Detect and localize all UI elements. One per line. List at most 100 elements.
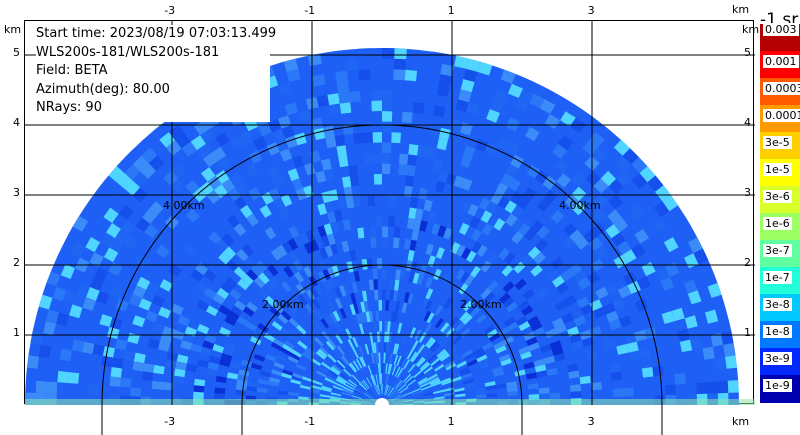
beta-cell <box>385 300 390 311</box>
beta-cell <box>345 382 356 390</box>
beta-cell <box>229 288 242 301</box>
beta-cell <box>576 296 590 309</box>
beta-cell <box>663 237 679 253</box>
beta-cell <box>378 352 381 364</box>
beta-cell <box>367 388 376 398</box>
beta-cell <box>411 352 419 363</box>
beta-cell <box>52 286 67 302</box>
beta-cell <box>705 309 719 324</box>
beta-cell <box>675 215 692 232</box>
beta-cell <box>517 300 530 312</box>
beta-cell <box>503 316 516 328</box>
beta-cell <box>215 238 229 252</box>
beta-cell <box>133 352 146 364</box>
beta-cell <box>221 178 236 193</box>
beta-cell <box>356 324 362 336</box>
beta-cell <box>551 317 565 329</box>
beta-cell <box>295 99 309 113</box>
beta-cell <box>305 346 316 356</box>
beta-cell <box>221 321 234 332</box>
nrays-text: NRays: 90 <box>36 100 102 115</box>
beta-cell <box>560 269 574 282</box>
legend-label: 0.003 <box>763 23 799 36</box>
field-text: Field: BETA <box>36 63 108 78</box>
y-tick-label-left: 5 <box>13 46 20 59</box>
beta-cell <box>409 239 417 251</box>
beta-cell <box>210 244 224 258</box>
beta-cell <box>320 387 332 393</box>
beta-cell <box>567 243 581 257</box>
beta-cell <box>250 362 263 371</box>
beta-cell <box>341 355 350 365</box>
beta-cell <box>249 281 262 293</box>
beta-cell <box>437 170 449 183</box>
beta-cell <box>394 366 401 377</box>
beta-cell <box>92 343 105 356</box>
beta-cell <box>364 322 370 334</box>
beta-cell <box>390 364 395 375</box>
beta-cell <box>448 346 459 356</box>
beta-cell <box>250 264 263 277</box>
start-time-text: Start time: 2023/08/19 07:03:13.499 <box>36 26 277 41</box>
beta-cell <box>631 173 648 189</box>
beta-cell <box>547 269 561 282</box>
beta-cell <box>106 326 120 339</box>
beta-cell <box>543 355 556 365</box>
beta-cell <box>123 234 139 250</box>
beta-cell <box>200 346 213 356</box>
beta-cell <box>193 385 205 393</box>
beta-cell <box>226 336 239 346</box>
beta-cell <box>587 359 600 369</box>
beta-cell <box>382 121 392 133</box>
beta-cell <box>345 59 359 71</box>
beta-cell <box>477 61 493 76</box>
beta-cell <box>464 274 475 287</box>
beta-cell <box>185 208 200 223</box>
legend-label: 3e-7 <box>763 244 792 257</box>
beta-cell <box>472 310 484 321</box>
beta-cell <box>425 243 434 256</box>
beta-cell <box>235 384 247 391</box>
beta-cell <box>373 289 379 301</box>
beta-cell <box>578 193 594 209</box>
beta-cell <box>456 360 467 369</box>
beta-cell <box>611 232 626 247</box>
beta-cell <box>520 351 532 360</box>
beta-cell <box>412 250 421 263</box>
beta-cell <box>506 301 518 313</box>
beta-cell <box>466 303 477 315</box>
beta-cell <box>376 363 379 374</box>
beta-cell <box>329 103 342 116</box>
beta-cell <box>297 142 310 156</box>
beta-cell <box>456 340 467 350</box>
beta-cell <box>514 98 530 113</box>
beta-cell <box>257 345 269 354</box>
beta-cell <box>278 350 290 359</box>
beta-cell <box>342 123 354 135</box>
beta-cell <box>514 278 527 291</box>
beta-cell <box>136 276 151 290</box>
beta-cell <box>249 367 261 375</box>
beta-cell <box>227 310 240 321</box>
beta-cell <box>327 353 337 363</box>
beta-cell <box>461 375 473 382</box>
beta-cell <box>211 146 227 162</box>
beta-cell <box>226 201 240 215</box>
beta-cell <box>145 260 160 274</box>
beta-cell <box>382 384 383 395</box>
beta-cell <box>218 251 231 265</box>
beta-cell <box>489 357 501 366</box>
beta-cell <box>218 326 231 337</box>
beta-cell <box>368 216 376 227</box>
beta-cell <box>389 389 397 398</box>
beta-cell <box>411 390 422 396</box>
beta-cell <box>496 79 512 94</box>
beta-cell <box>155 178 171 194</box>
beta-cell <box>286 68 301 82</box>
beta-cell <box>420 383 431 390</box>
beta-cell <box>396 311 402 323</box>
beta-cell <box>188 350 201 360</box>
beta-cell <box>334 321 343 333</box>
beta-cell <box>693 248 709 265</box>
beta-cell <box>281 125 295 139</box>
